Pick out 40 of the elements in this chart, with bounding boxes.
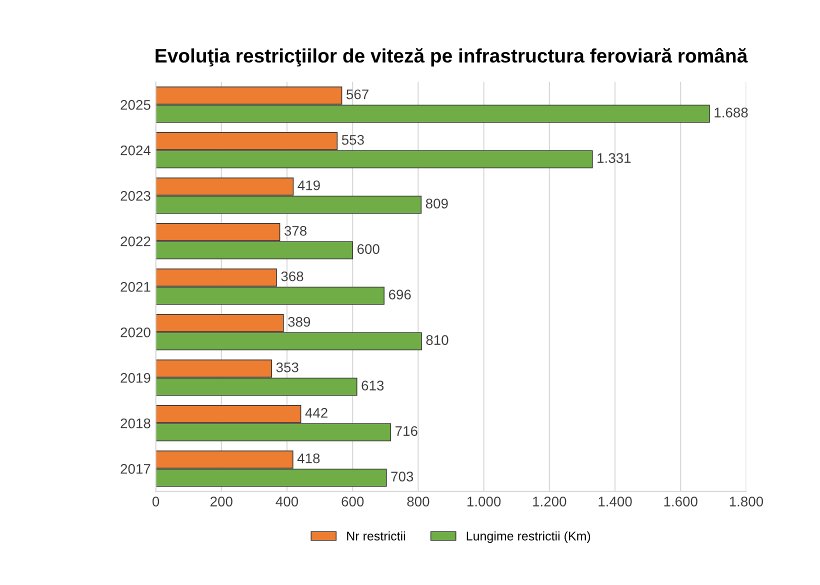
x-tick-label: 1.800 — [730, 496, 764, 506]
y-tick-label: 2021 — [120, 282, 150, 292]
data-label: 613 — [362, 380, 384, 390]
y-tick-label: 2018 — [120, 418, 150, 428]
data-label: 442 — [305, 408, 328, 418]
data-label: 368 — [281, 271, 304, 282]
x-tick-label: 0 — [152, 496, 160, 506]
data-label: 809 — [426, 198, 448, 208]
y-tick-label: 2022 — [120, 236, 150, 246]
chart-title: Evoluţia restricţiilor de viteză pe infrastructura feroviară română — [156, 48, 748, 66]
legend-label: Nr restrictii — [347, 531, 406, 540]
data-label: 378 — [284, 226, 307, 236]
x-tick-label: 1.000 — [467, 496, 501, 506]
data-label: 600 — [357, 244, 380, 254]
legend-label: Lungime restrictii (Km) — [466, 531, 590, 543]
data-label: 418 — [297, 453, 320, 464]
x-tick-label: 1.600 — [664, 496, 698, 506]
data-label: 353 — [276, 362, 298, 372]
x-tick-label: 200 — [210, 496, 232, 506]
data-label: 716 — [396, 426, 418, 436]
data-label: 810 — [426, 335, 448, 345]
data-label: 567 — [346, 89, 368, 100]
data-label: 696 — [388, 290, 411, 300]
x-tick-label: 600 — [342, 496, 364, 506]
data-label: 703 — [391, 472, 414, 482]
x-tick-label: 1.400 — [598, 496, 632, 506]
y-tick-label: 2024 — [120, 145, 151, 156]
data-label: 553 — [342, 134, 364, 145]
y-tick-label: 2020 — [120, 327, 150, 338]
x-tick-label: 800 — [407, 496, 430, 506]
x-tick-label: 400 — [276, 496, 298, 506]
y-tick-label: 2017 — [120, 464, 150, 474]
data-label: 389 — [288, 316, 310, 327]
x-tick-label: 1.200 — [533, 496, 566, 506]
y-tick-label: 2023 — [120, 190, 150, 201]
data-label: 419 — [298, 180, 320, 190]
data-label: 1.331 — [598, 153, 631, 163]
y-tick-label: 2025 — [120, 100, 150, 110]
data-label: 1.688 — [714, 108, 748, 118]
y-tick-label: 2019 — [120, 372, 150, 383]
